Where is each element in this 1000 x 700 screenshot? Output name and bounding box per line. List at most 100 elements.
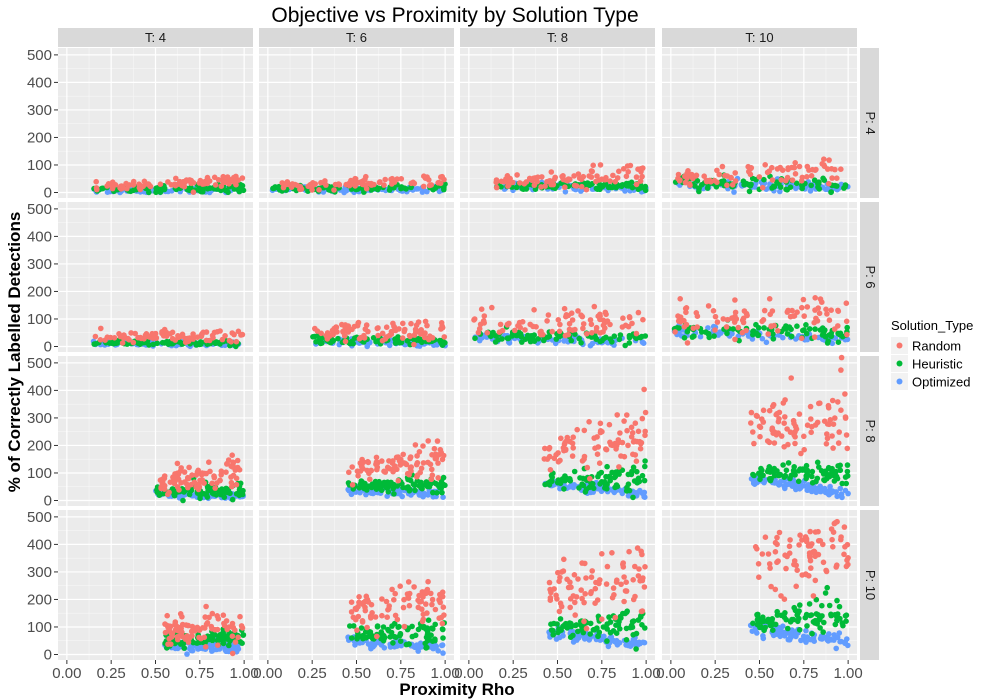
- point-optimized: [363, 491, 369, 498]
- point-random: [93, 178, 99, 185]
- point-random: [817, 400, 823, 407]
- point-random: [355, 603, 361, 610]
- point-random: [419, 589, 426, 595]
- point-random: [420, 616, 427, 623]
- point-heuristic: [821, 177, 828, 183]
- point-heuristic: [617, 332, 624, 338]
- point-random: [279, 180, 286, 186]
- point-random: [578, 312, 584, 319]
- point-random: [843, 563, 850, 570]
- point-random: [620, 315, 626, 322]
- point-random: [429, 452, 435, 458]
- point-heuristic: [374, 483, 380, 489]
- point-heuristic: [844, 462, 851, 468]
- point-heuristic: [439, 489, 445, 496]
- point-random: [138, 335, 144, 342]
- point-heuristic: [618, 615, 624, 621]
- point-random: [844, 541, 851, 548]
- point-random: [412, 329, 419, 336]
- point-random: [838, 536, 844, 543]
- point-heuristic: [639, 472, 646, 479]
- panel-points: [747, 518, 851, 652]
- point-random: [812, 553, 818, 560]
- point-random: [637, 178, 644, 184]
- point-random: [554, 596, 560, 602]
- point-random: [545, 312, 552, 318]
- point-random: [551, 455, 558, 462]
- point-heuristic: [347, 623, 353, 629]
- point-heuristic: [548, 627, 555, 633]
- point-random: [160, 333, 167, 339]
- point-heuristic: [202, 639, 208, 646]
- point-random: [723, 324, 730, 330]
- point-random: [768, 323, 774, 330]
- point-random: [781, 420, 787, 427]
- x-tick-label: 0.00: [52, 665, 81, 682]
- point-optimized: [752, 181, 758, 188]
- point-random: [825, 402, 832, 409]
- point-heuristic: [799, 183, 806, 189]
- point-random: [184, 633, 190, 639]
- point-random: [420, 460, 427, 466]
- point-random: [633, 458, 640, 465]
- point-random: [420, 183, 427, 190]
- point-optimized: [225, 647, 231, 653]
- point-heuristic: [542, 481, 548, 488]
- row-strip-label: P: 6: [863, 265, 878, 288]
- point-random: [581, 456, 587, 462]
- point-heuristic: [740, 178, 747, 184]
- x-tick-label: 1.00: [230, 665, 259, 682]
- point-random: [407, 455, 413, 462]
- point-random: [682, 179, 689, 186]
- point-random: [570, 434, 576, 441]
- point-optimized: [837, 485, 844, 492]
- point-random: [413, 322, 420, 329]
- point-heuristic: [835, 463, 841, 469]
- point-random: [759, 416, 765, 422]
- point-random: [838, 166, 844, 172]
- point-random: [799, 174, 806, 181]
- point-random: [640, 165, 646, 171]
- x-tick-label: 0.50: [342, 665, 371, 682]
- point-random: [574, 426, 580, 433]
- point-heuristic: [505, 335, 511, 342]
- point-random: [558, 435, 564, 442]
- point-random: [586, 419, 592, 425]
- point-random: [781, 444, 787, 450]
- point-heuristic: [821, 619, 827, 626]
- point-random: [232, 627, 238, 633]
- point-heuristic: [566, 620, 573, 626]
- x-tick-label: 0.00: [253, 665, 282, 682]
- point-heuristic: [711, 333, 717, 339]
- point-heuristic: [428, 480, 434, 487]
- point-optimized: [207, 644, 214, 651]
- point-random: [724, 173, 731, 179]
- point-random: [201, 480, 207, 486]
- point-random: [102, 337, 108, 344]
- point-heuristic: [366, 483, 372, 490]
- point-heuristic: [611, 474, 618, 481]
- point-heuristic: [573, 622, 580, 628]
- point-optimized: [705, 325, 711, 331]
- point-random: [559, 173, 565, 180]
- point-random: [92, 333, 99, 340]
- point-random: [617, 430, 623, 436]
- point-random: [429, 472, 436, 479]
- point-random: [629, 430, 636, 436]
- point-optimized: [833, 645, 839, 652]
- point-random: [181, 183, 188, 190]
- point-random: [569, 317, 576, 323]
- point-random: [609, 550, 615, 556]
- point-random: [407, 465, 414, 472]
- point-random: [400, 604, 407, 611]
- point-heuristic: [587, 631, 593, 637]
- point-heuristic: [809, 468, 816, 475]
- point-heuristic: [356, 485, 363, 491]
- point-heuristic: [270, 185, 276, 192]
- point-heuristic: [398, 184, 405, 190]
- point-random: [724, 182, 730, 188]
- point-optimized: [570, 484, 577, 491]
- point-optimized: [826, 631, 832, 637]
- point-heuristic: [626, 340, 633, 346]
- point-random: [424, 322, 430, 329]
